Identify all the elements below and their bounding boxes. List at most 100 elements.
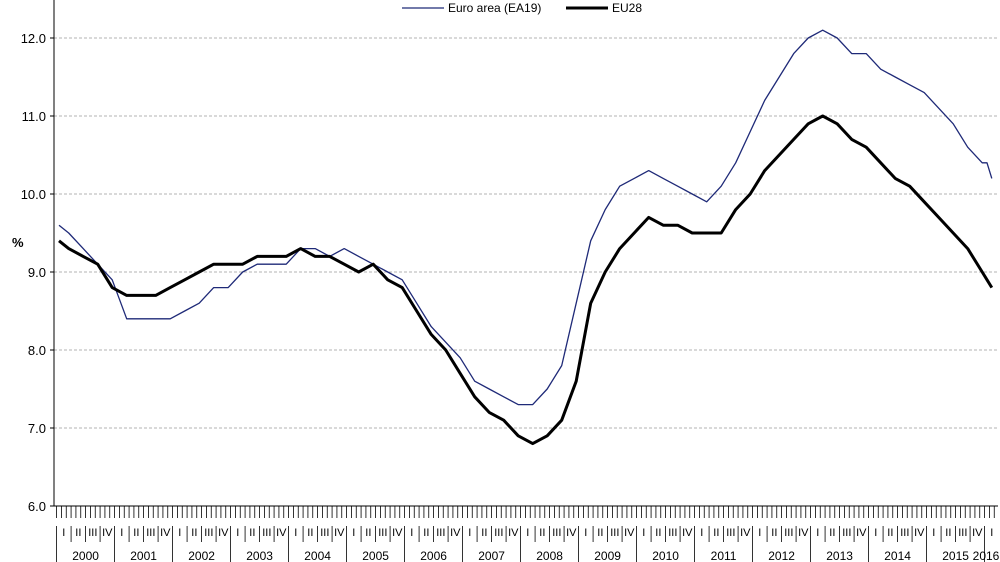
x-quarter-label: II — [423, 527, 429, 539]
x-quarter-label: I — [932, 527, 935, 539]
x-quarter-label: IV — [914, 527, 925, 539]
x-quarter-label: III — [146, 527, 155, 539]
x-quarter-label: II — [307, 527, 313, 539]
x-year-label: 2000 — [72, 549, 99, 562]
x-quarter-label: II — [539, 527, 545, 539]
x-quarter-label: II — [655, 527, 661, 539]
x-quarter-label: II — [191, 527, 197, 539]
x-quarter-label: IV — [218, 527, 229, 539]
series-line-euro-area — [58, 29, 993, 406]
y-axis-label: % — [12, 235, 24, 250]
x-year-label: 2002 — [188, 549, 215, 562]
x-quarter-label: III — [262, 527, 271, 539]
x-quarter-label: II — [365, 527, 371, 539]
x-year-label: 2010 — [652, 549, 679, 562]
x-year-label: 2001 — [130, 549, 157, 562]
x-quarter-label: III — [204, 527, 213, 539]
x-quarter-label: IV — [798, 527, 809, 539]
legend: Euro area (EA19) EU28 — [402, 1, 642, 15]
x-quarter-label: III — [378, 527, 387, 539]
x-quarter-label: II — [713, 527, 719, 539]
x-year-label: 2009 — [594, 549, 621, 562]
x-quarter-label: I — [874, 527, 877, 539]
x-quarter-label: IV — [276, 527, 287, 539]
y-tick-label: 10.0 — [21, 187, 46, 202]
x-quarter-label: I — [236, 527, 239, 539]
x-quarter-label: I — [468, 527, 471, 539]
x-quarter-label: I — [178, 527, 181, 539]
x-year-label: 2016 — [973, 549, 1000, 562]
x-quarter-label: I — [700, 527, 703, 539]
x-quarter-label: IV — [972, 527, 983, 539]
x-quarter-label: II — [829, 527, 835, 539]
x-quarter-label: II — [887, 527, 893, 539]
series-line-eu28 — [58, 114, 994, 446]
x-quarter-label: I — [294, 527, 297, 539]
x-quarter-label: III — [842, 527, 851, 539]
x-quarter-label: III — [552, 527, 561, 539]
x-quarter-label: I — [816, 527, 819, 539]
x-quarter-label: IV — [392, 527, 403, 539]
x-quarter-label: III — [494, 527, 503, 539]
x-year-label: 2015 — [942, 549, 969, 562]
x-quarter-label: IV — [740, 527, 751, 539]
y-tick-label: 8.0 — [28, 343, 46, 358]
x-quarter-label: IV — [508, 527, 519, 539]
x-quarter-label: II — [771, 527, 777, 539]
x-quarter-label: IV — [334, 527, 345, 539]
x-quarter-label: I — [352, 527, 355, 539]
x-quarter-label: IV — [160, 527, 171, 539]
x-quarter-label: III — [88, 527, 97, 539]
x-quarter-label: II — [945, 527, 951, 539]
x-quarter-label: III — [784, 527, 793, 539]
x-quarter-label: IV — [102, 527, 113, 539]
y-tick-label: 9.0 — [28, 265, 46, 280]
x-quarter-label: I — [526, 527, 529, 539]
x-quarter-label: I — [120, 527, 123, 539]
x-quarter-label: II — [481, 527, 487, 539]
x-quarter-label: IV — [624, 527, 635, 539]
x-quarter-label: III — [958, 527, 967, 539]
y-tick-label: 11.0 — [22, 109, 46, 124]
x-quarter-label: I — [584, 527, 587, 539]
x-quarter-label: III — [320, 527, 329, 539]
y-tick-label: 7.0 — [28, 421, 46, 436]
x-quarter-label: II — [133, 527, 139, 539]
legend-label: EU28 — [612, 1, 642, 15]
x-quarter-label: IV — [450, 527, 461, 539]
x-quarter-label: IV — [682, 527, 693, 539]
x-year-label: 2003 — [246, 549, 273, 562]
x-year-label: 2007 — [478, 549, 505, 562]
x-quarter-label: II — [597, 527, 603, 539]
gridlines — [54, 37, 998, 429]
x-quarter-label: III — [610, 527, 619, 539]
x-year-label: 2005 — [362, 549, 389, 562]
legend-label: Euro area (EA19) — [448, 1, 541, 15]
x-quarter-label: III — [900, 527, 909, 539]
x-year-label: 2008 — [536, 549, 563, 562]
y-tick-label: 6.0 — [28, 499, 46, 514]
x-quarter-label: I — [62, 527, 65, 539]
x-quarter-label: III — [668, 527, 677, 539]
x-quarter-label: IV — [566, 527, 577, 539]
x-quarter-label: III — [726, 527, 735, 539]
x-quarter-label: III — [436, 527, 445, 539]
x-quarter-label: I — [410, 527, 413, 539]
y-axis: 6.0 7.0 8.0 9.0 10.0 11.0 12.0 — [21, 0, 55, 514]
x-year-label: 2004 — [304, 549, 331, 562]
x-quarter-label: I — [990, 527, 993, 539]
x-year-label: 2014 — [884, 549, 911, 562]
x-year-label: 2011 — [711, 549, 737, 562]
x-year-label: 2012 — [768, 549, 795, 562]
x-quarter-label: I — [758, 527, 761, 539]
x-quarter-label: II — [249, 527, 255, 539]
x-quarter-label: I — [642, 527, 645, 539]
x-year-label: 2006 — [420, 549, 447, 562]
y-tick-label: 12.0 — [21, 31, 46, 46]
x-year-label: 2013 — [826, 549, 853, 562]
x-quarter-label: II — [75, 527, 81, 539]
x-quarter-label: IV — [856, 527, 867, 539]
series-lines — [58, 29, 994, 446]
